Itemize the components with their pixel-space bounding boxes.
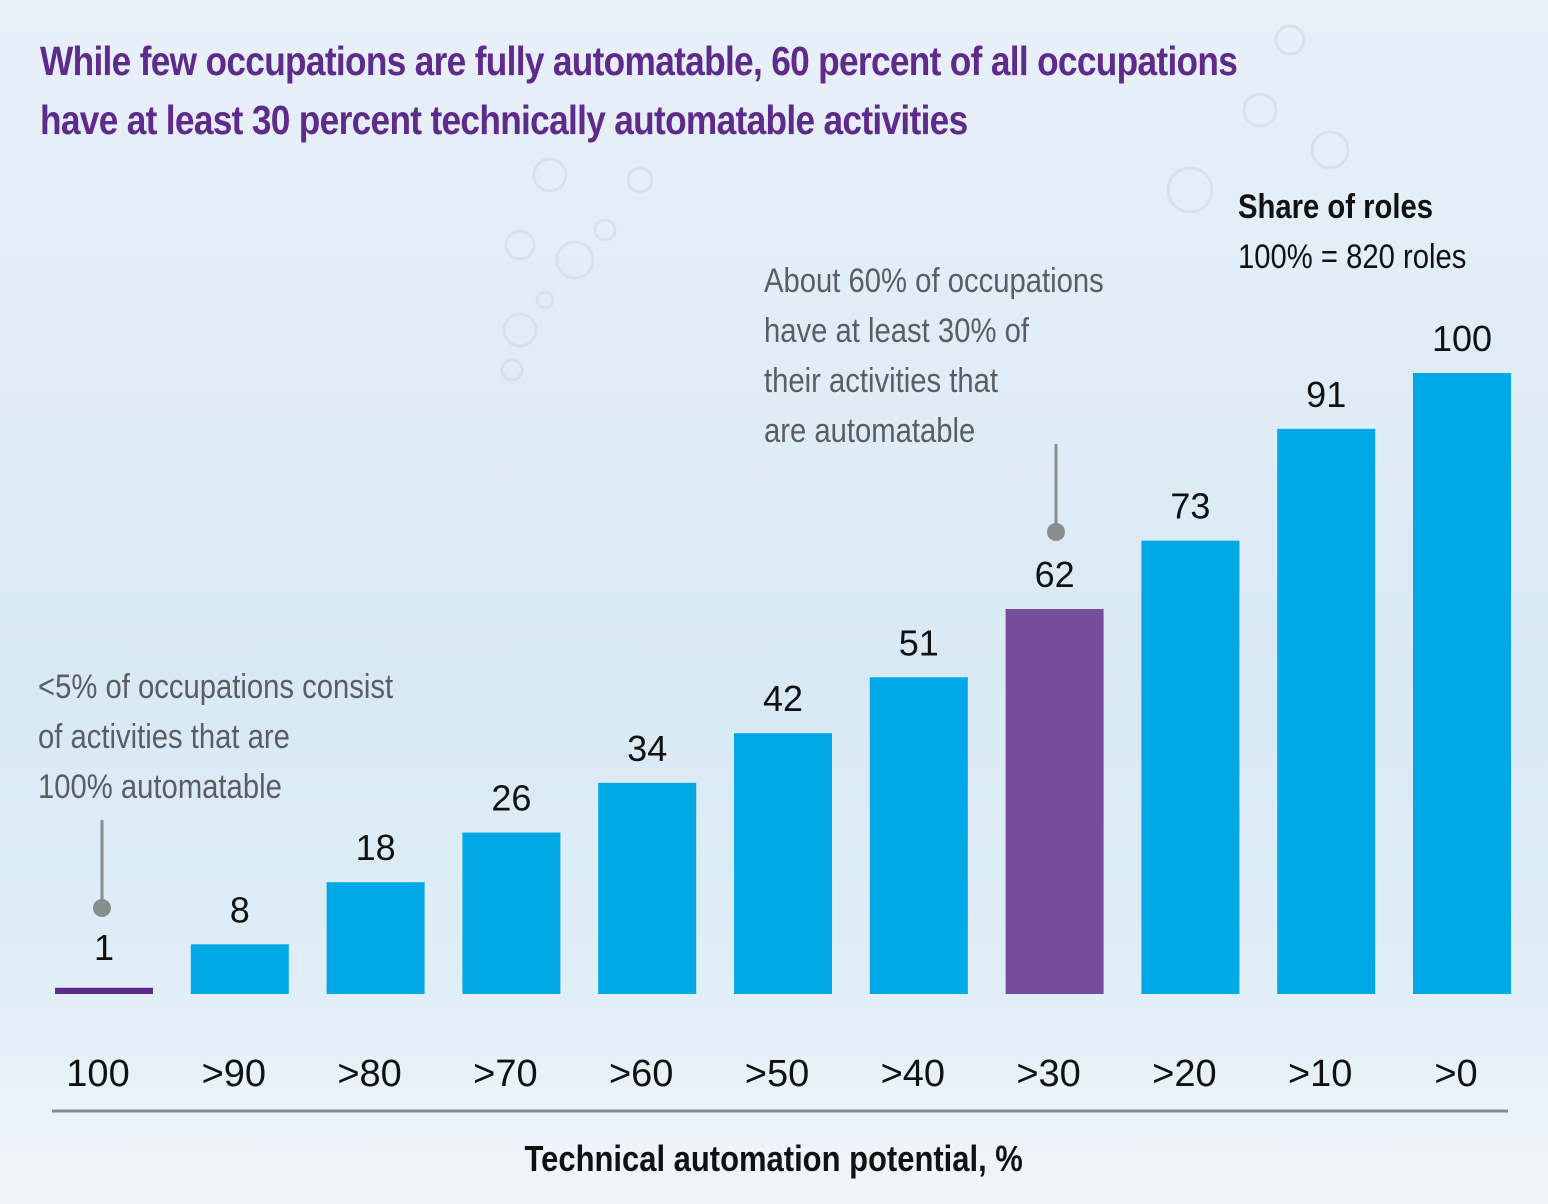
chart-title-line-1: While few occupations are fully automata… [40, 38, 1238, 84]
data-label: 51 [899, 622, 939, 663]
legend-title: Share of roles [1238, 188, 1434, 226]
x-tick-label: >30 [1016, 1053, 1080, 1095]
data-label: 18 [356, 827, 396, 868]
legend-subtitle: 100% = 820 roles [1238, 238, 1467, 276]
annotation-leader-dot [93, 899, 111, 917]
data-label: 73 [1170, 486, 1210, 527]
annotation-line: About 60% of occupations [764, 262, 1104, 300]
annotation-line: their activities that [764, 362, 999, 400]
chart-title: While few occupations are fully automata… [40, 32, 1519, 150]
data-label: 91 [1306, 374, 1346, 415]
bar-gt40 [869, 677, 968, 994]
annotation-5-percent: <5% of occupations consist of activities… [38, 662, 393, 812]
data-label: 1 [94, 927, 114, 968]
bar-gt60 [598, 782, 697, 994]
bar-gt10 [1277, 428, 1376, 994]
x-tick-label: >90 [202, 1053, 266, 1095]
chart-title-line-2: have at least 30 percent technically aut… [40, 97, 968, 143]
x-tick-label: >0 [1434, 1053, 1477, 1095]
annotation-line: have at least 30% of [764, 312, 1029, 350]
x-tick-label: >70 [473, 1053, 537, 1095]
annotation-line: <5% of occupations consist [38, 668, 394, 706]
annotation-leader-dot [1047, 523, 1065, 541]
x-tick-label: >60 [609, 1053, 673, 1095]
data-label: 62 [1035, 554, 1075, 595]
bar-gt70 [462, 832, 561, 994]
bar-gt20 [1141, 540, 1240, 994]
annotation-line: of activities that are [38, 718, 290, 756]
bar-gt0 [1413, 373, 1511, 994]
x-tick-label: >80 [337, 1053, 401, 1095]
x-axis-title-text: Technical automation potential, % [524, 1138, 1024, 1179]
annotation-line: 100% automatable [38, 768, 282, 806]
data-label: 26 [491, 778, 531, 819]
bar-gt30 [1005, 608, 1104, 994]
x-tick-label: >10 [1288, 1053, 1352, 1095]
x-tick-label: >20 [1152, 1053, 1216, 1095]
x-tick-label: >50 [745, 1053, 809, 1095]
bar-100 [55, 987, 153, 994]
x-tick-label: 100 [66, 1053, 129, 1095]
data-label: 100 [1432, 318, 1492, 359]
x-tick-label: >40 [881, 1053, 945, 1095]
bar-gt50 [734, 733, 832, 994]
bar-gt80 [326, 882, 425, 994]
data-label: 8 [230, 889, 250, 930]
x-axis-title: Technical automation potential, % [0, 1138, 1548, 1180]
data-label: 42 [763, 678, 803, 719]
annotation-60-percent: About 60% of occupations have at least 3… [764, 256, 1104, 456]
data-label: 34 [627, 728, 667, 769]
annotation-line: are automatable [764, 412, 976, 450]
bar-gt90 [190, 944, 289, 994]
